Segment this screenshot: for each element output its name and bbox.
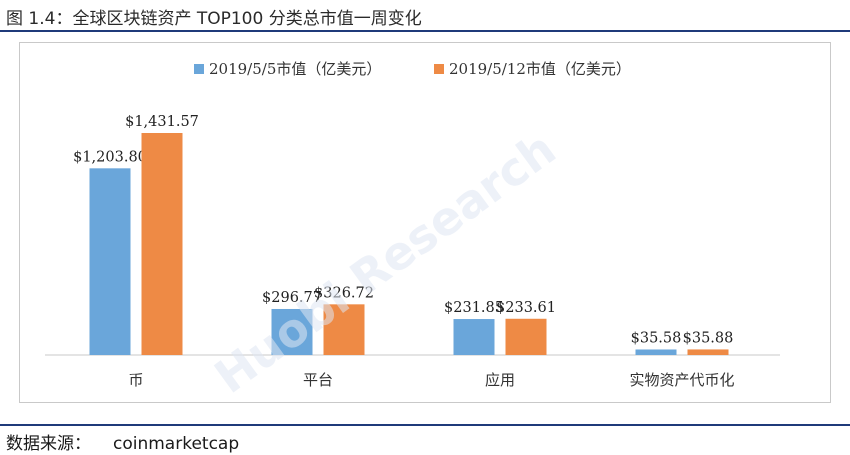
bar-series1	[89, 168, 131, 355]
bar-series2	[505, 318, 547, 355]
legend-label-2: 2019/5/12市值（亿美元）	[449, 60, 631, 78]
source-value: coinmarketcap	[113, 434, 240, 454]
bar-series1	[635, 349, 677, 355]
data-label: $231.85	[444, 300, 504, 316]
title-divider	[0, 30, 850, 32]
source-line: 数据来源： coinmarketcap	[6, 429, 239, 454]
category-label: 应用	[485, 371, 515, 389]
figure-title: 图 1.4：全球区块链资产 TOP100 分类总市值一周变化	[6, 9, 422, 29]
category-label: 币	[128, 371, 143, 389]
data-label: $1,431.57	[125, 114, 199, 130]
chart-container: 2019/5/5市值（亿美元） 2019/5/12市值（亿美元） 币 $1,203.8…	[19, 42, 831, 403]
bar-chart: 2019/5/5市值（亿美元） 2019/5/12市值（亿美元） 币 $1,203.8…	[45, 60, 780, 389]
data-label: $35.88	[683, 330, 734, 346]
legend-label-1: 2019/5/5市值（亿美元）	[209, 60, 381, 78]
bar-series1	[271, 308, 313, 355]
source-divider	[0, 424, 850, 426]
bar-series2	[323, 304, 365, 355]
bar-series2	[687, 349, 729, 355]
bar-series2	[141, 133, 183, 355]
data-label: $35.58	[631, 330, 682, 346]
bar-series1	[453, 319, 495, 355]
data-label: $326.72	[314, 285, 374, 301]
data-label: $296.77	[262, 290, 322, 306]
legend-swatch-2	[434, 64, 444, 74]
category-label: 平台	[303, 371, 333, 389]
source-label: 数据来源：	[6, 434, 91, 454]
data-label: $1,203.80	[73, 149, 147, 165]
data-label: $233.61	[496, 300, 556, 316]
category-label: 实物资产代币化	[629, 371, 734, 389]
legend-swatch-1	[194, 64, 204, 74]
